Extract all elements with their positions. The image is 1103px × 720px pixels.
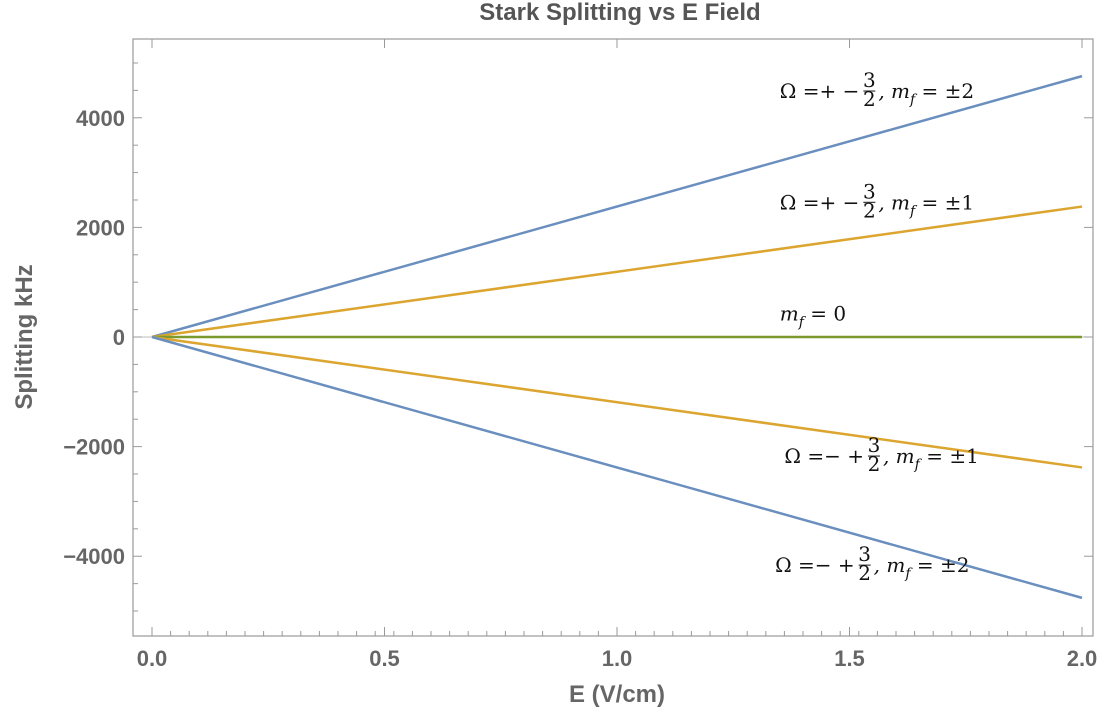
annotation-m: , m <box>878 79 910 103</box>
fraction-numerator: 3 <box>863 68 876 92</box>
annotation-lead: Ω =+ − <box>780 79 860 103</box>
x-tick-label: 2.0 <box>1067 646 1098 671</box>
series-annotation-5: Ω =− +32, mf = ±2 <box>775 542 969 585</box>
x-tick-label: 1.0 <box>602 646 633 671</box>
annotation-text: Ω =− + <box>784 444 864 468</box>
annotation-text: Ω =− + <box>775 553 855 577</box>
annotation-subscript: f <box>909 203 918 219</box>
series-line-4 <box>151 335 1083 469</box>
fraction-numerator: 3 <box>868 433 881 457</box>
series-layer <box>133 74 1093 600</box>
x-axis-label: E (V/cm) <box>569 681 665 708</box>
series-line-5 <box>151 335 1083 600</box>
series-annotation-3: mf = 0 <box>780 302 846 331</box>
annotation-text-rest: , mf = ±1 <box>878 190 974 219</box>
y-tick-label: −4000 <box>63 544 125 569</box>
y-tick-label: 0 <box>113 325 125 350</box>
annotation-text: Ω =+ − <box>780 79 860 103</box>
series-line-1 <box>151 74 1083 339</box>
annotation-lead: Ω =+ − <box>780 190 860 214</box>
fraction-denominator: 2 <box>868 452 881 476</box>
annotation-subscript: f <box>798 315 807 331</box>
y-tick-label: 4000 <box>76 106 125 131</box>
fraction-numerator: 3 <box>858 542 871 566</box>
annotation-text-rest: , mf = ±1 <box>883 444 979 473</box>
chart-title: Stark Splitting vs E Field <box>479 0 760 26</box>
x-tick-label: 0.5 <box>369 646 400 671</box>
annotation-tail: = ±2 <box>915 79 974 103</box>
annotation-m: , m <box>883 444 915 468</box>
x-tick-label: 0.0 <box>137 646 168 671</box>
annotation-lead: Ω =− + <box>784 444 864 468</box>
series-annotation-1: Ω =+ −32, mf = ±2 <box>780 68 974 111</box>
series-annotation-2: Ω =+ −32, mf = ±1 <box>780 179 974 222</box>
annotation-subscript: f <box>904 566 913 582</box>
annotation-tail: = 0 <box>804 302 846 326</box>
fraction-numerator: 3 <box>863 179 876 203</box>
series-line-2 <box>151 205 1083 339</box>
series-annotation-4: Ω =− +32, mf = ±1 <box>784 433 978 476</box>
annotation-tail: = ±1 <box>915 190 974 214</box>
annotation-subscript: f <box>914 457 923 473</box>
y-axis-label: Splitting kHz <box>11 264 38 409</box>
fraction-denominator: 2 <box>863 198 876 222</box>
annotation-text-rest: , mf = ±2 <box>878 79 974 108</box>
annotation-text-rest: , mf = ±2 <box>874 553 970 582</box>
annotation-lead: Ω =− + <box>775 553 855 577</box>
annotation-layer: Ω =+ −32, mf = ±2Ω =+ −32, mf = ±1mf = 0… <box>775 68 979 585</box>
fraction-denominator: 2 <box>858 561 871 585</box>
annotation-tail: = ±2 <box>911 553 970 577</box>
annotation-m: , m <box>878 190 910 214</box>
fraction-denominator: 2 <box>863 87 876 111</box>
ticks-layer: 0.0 0.5 1.0 1.5 2.0 −4000 −2000 0 2000 4000 <box>63 39 1097 671</box>
annotation-text: Ω =+ − <box>780 190 860 214</box>
annotation-tail: = ±1 <box>920 444 979 468</box>
x-tick-label: 1.5 <box>834 646 865 671</box>
y-tick-label: 2000 <box>76 215 125 240</box>
annotation-subscript: f <box>909 92 918 108</box>
annotation-text-rest: mf = 0 <box>780 302 846 331</box>
annotation-m: , m <box>874 553 906 577</box>
annotation-m: m <box>780 302 799 326</box>
y-tick-label: −2000 <box>63 435 125 460</box>
